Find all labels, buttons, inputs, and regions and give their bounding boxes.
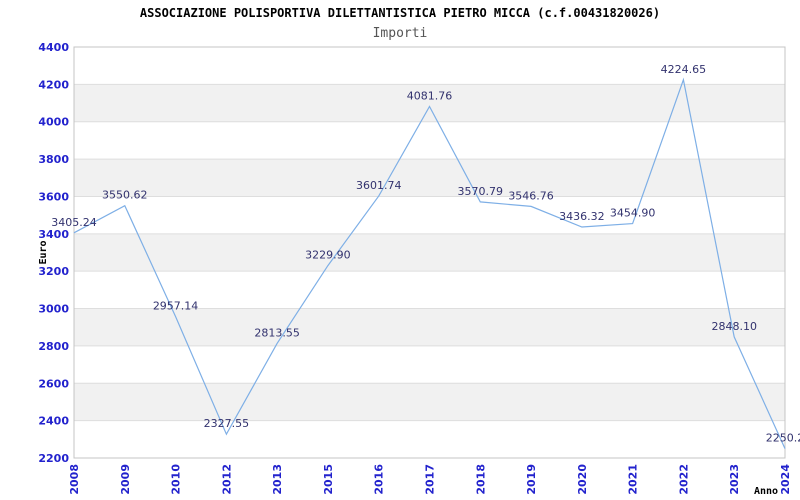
point-label: 3550.62 — [102, 189, 148, 202]
y-tick-label: 4000 — [38, 116, 69, 129]
point-label: 2848.10 — [711, 320, 757, 333]
x-tick-label: 2018 — [474, 464, 487, 495]
point-label: 4081.76 — [407, 89, 453, 102]
point-label: 3405.24 — [51, 216, 97, 229]
chart-title: ASSOCIAZIONE POLISPORTIVA DILETTANTISTIC… — [139, 6, 661, 20]
plot-band — [74, 308, 785, 346]
point-label: 2957.14 — [153, 300, 199, 313]
plot-band — [74, 383, 785, 421]
point-label: 2327.55 — [204, 417, 250, 430]
x-tick-label: 2010 — [170, 464, 183, 495]
y-tick-label: 2200 — [38, 452, 69, 465]
point-label: 4224.65 — [661, 63, 707, 76]
point-label: 3454.90 — [610, 207, 656, 220]
y-tick-label: 3000 — [38, 303, 69, 316]
x-tick-label: 2017 — [424, 464, 437, 495]
point-label: 3229.90 — [305, 249, 351, 262]
point-label: 3570.79 — [458, 185, 504, 198]
point-label: 3601.74 — [356, 179, 402, 192]
x-axis-title: Anno — [754, 486, 778, 497]
y-tick-label: 4200 — [38, 78, 69, 91]
x-tick-label: 2016 — [373, 464, 386, 495]
x-tick-label: 2024 — [779, 464, 792, 495]
y-tick-label: 2400 — [38, 415, 69, 428]
y-tick-label: 3600 — [38, 190, 69, 203]
y-tick-label: 4400 — [38, 41, 69, 54]
y-axis-title: Euro — [38, 240, 49, 264]
y-tick-label: 3200 — [38, 265, 69, 278]
x-tick-label: 2022 — [677, 464, 690, 495]
x-tick-label: 2019 — [525, 464, 538, 495]
y-tick-label: 3400 — [38, 228, 69, 241]
y-tick-label: 2600 — [38, 377, 69, 390]
y-tick-label: 2800 — [38, 340, 69, 353]
x-tick-label: 2020 — [576, 464, 589, 495]
x-tick-label: 2015 — [322, 464, 335, 495]
x-tick-label: 2009 — [119, 464, 132, 495]
x-tick-label: 2021 — [627, 464, 640, 495]
series-line — [73, 77, 786, 449]
plot-band — [74, 159, 785, 197]
point-label: 2813.55 — [254, 326, 300, 339]
plot-frame — [73, 46, 786, 459]
point-label: 2250.2 — [766, 432, 800, 445]
point-label: 3546.76 — [508, 189, 554, 202]
plot-band — [74, 84, 785, 122]
chart-subtitle: Importi — [372, 26, 428, 41]
plot-band — [74, 233, 785, 272]
x-tick-label: 2023 — [728, 464, 741, 495]
point-label: 3436.32 — [559, 210, 605, 223]
x-tick-label: 2008 — [68, 464, 81, 495]
y-tick-label: 3800 — [38, 153, 69, 166]
x-tick-label: 2012 — [220, 464, 233, 495]
x-tick-label: 2013 — [271, 464, 284, 495]
